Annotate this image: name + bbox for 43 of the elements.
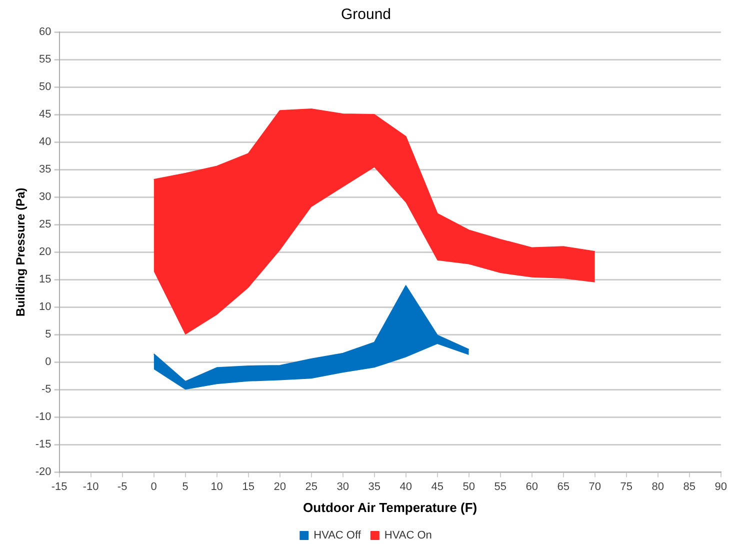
x-tick-label: 30 <box>336 480 349 493</box>
y-tick-label: 5 <box>45 328 52 341</box>
x-tick-label: 45 <box>431 480 444 493</box>
y-tick-label: -15 <box>35 438 52 451</box>
x-tick-label: 10 <box>210 480 223 493</box>
x-tick-label: 0 <box>150 480 157 493</box>
y-tick-label: 15 <box>39 274 52 286</box>
y-tick-label: 55 <box>39 54 52 66</box>
y-tick-label: 20 <box>39 246 52 258</box>
x-tick-label: 25 <box>305 480 318 493</box>
y-tick-label: 60 <box>39 26 52 38</box>
x-tick-label: 40 <box>400 480 412 493</box>
x-tick-label: 75 <box>620 480 632 493</box>
legend-label: HVAC On <box>384 530 432 542</box>
legend-label: HVAC Off <box>314 530 362 542</box>
y-tick-label: 0 <box>45 356 52 368</box>
y-tick-label: 35 <box>39 164 52 176</box>
y-tick-label: 40 <box>39 136 52 148</box>
x-tick-label: 65 <box>557 480 570 493</box>
x-tick-label: 85 <box>683 480 696 493</box>
y-tick-label: 25 <box>39 218 52 231</box>
chart-title: Ground <box>340 6 392 24</box>
x-tick-label: 35 <box>368 480 380 493</box>
x-tick-label: 20 <box>274 480 286 493</box>
x-tick-label: 50 <box>462 480 475 493</box>
x-tick-label: 5 <box>182 480 188 493</box>
x-tick-label: 90 <box>714 480 728 493</box>
x-tick-label: 55 <box>494 480 506 493</box>
x-tick-label: -5 <box>117 480 128 493</box>
y-tick-label: -20 <box>35 466 52 478</box>
y-tick-label: -10 <box>35 411 52 424</box>
y-tick-label: 50 <box>39 81 52 94</box>
y-tick-label: -5 <box>42 384 52 396</box>
y-tick-label: 30 <box>39 191 52 204</box>
x-axis-title: Outdoor Air Temperature (F) <box>303 500 478 515</box>
x-tick-label: -10 <box>82 480 99 493</box>
x-tick-label: 60 <box>526 480 538 493</box>
x-tick-label: 15 <box>242 480 254 493</box>
y-axis-title: Building Pressure (Pa) <box>14 188 28 316</box>
x-tick-label: 70 <box>588 480 601 493</box>
y-tick-label: 45 <box>39 108 52 121</box>
x-tick-label: 80 <box>652 480 664 493</box>
y-tick-label: 10 <box>39 301 52 314</box>
